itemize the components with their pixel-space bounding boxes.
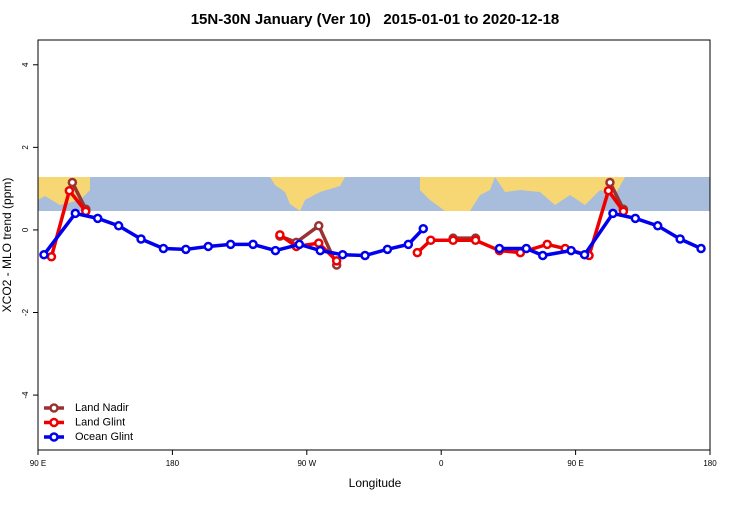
y-tick-label: 0 [21, 227, 30, 232]
x-tick-label: 180 [703, 459, 717, 468]
y-axis-label: XCO2 - MLO trend (ppm) [0, 178, 14, 313]
chart-title: 15N-30N January (Ver 10) 2015-01-01 to 2… [191, 11, 560, 28]
point [270, 245, 281, 256]
point [521, 243, 532, 254]
x-tick-label: 90 E [567, 459, 583, 468]
point [313, 221, 324, 231]
y-tick-label: 4 [21, 62, 30, 67]
point [92, 213, 103, 224]
point [605, 177, 615, 188]
point [403, 239, 414, 250]
point [542, 239, 552, 250]
point [313, 238, 324, 248]
point [39, 249, 49, 260]
y-tick-label: -4 [21, 391, 30, 399]
x-tick-label: 0 [439, 459, 444, 468]
point [158, 243, 169, 254]
point [70, 208, 81, 219]
point [566, 245, 576, 256]
point [315, 245, 325, 256]
point [113, 221, 124, 231]
x-axis-label: Longitude [349, 476, 402, 490]
legend-marker [49, 417, 59, 428]
point [579, 249, 590, 260]
x-tick-label: 90 E [30, 459, 46, 468]
point [412, 247, 423, 258]
point [494, 243, 505, 254]
point [675, 234, 685, 244]
y-tick-label: -2 [21, 308, 30, 316]
y-tick-label: 2 [21, 145, 30, 150]
point [136, 234, 146, 244]
point [64, 185, 75, 196]
plot-frame [37, 39, 711, 451]
point [418, 223, 429, 234]
map-strip [38, 177, 710, 211]
point [382, 244, 393, 255]
point [425, 235, 436, 246]
legend-label: Land Glint [75, 416, 125, 428]
point [46, 252, 57, 262]
legend-label: Land Nadir [75, 402, 129, 414]
point [603, 185, 614, 196]
point [537, 250, 548, 261]
x-tick-label: 180 [166, 459, 180, 468]
point [696, 243, 706, 254]
point [608, 208, 618, 219]
point [225, 239, 236, 250]
series-line [70, 181, 625, 266]
point [448, 235, 458, 246]
legend-marker [49, 403, 59, 413]
point [67, 177, 78, 188]
point [294, 239, 305, 250]
point [203, 241, 213, 252]
point [470, 235, 481, 246]
point [630, 213, 641, 224]
point [331, 256, 342, 266]
point [275, 230, 285, 240]
point [652, 221, 663, 231]
point [360, 250, 370, 261]
series-line [42, 211, 702, 258]
x-tick-label: 90 W [297, 459, 316, 468]
legend-label: Ocean Glint [75, 431, 133, 443]
point [337, 249, 348, 260]
legend-marker [49, 432, 59, 442]
point [181, 244, 191, 255]
point [248, 239, 258, 250]
